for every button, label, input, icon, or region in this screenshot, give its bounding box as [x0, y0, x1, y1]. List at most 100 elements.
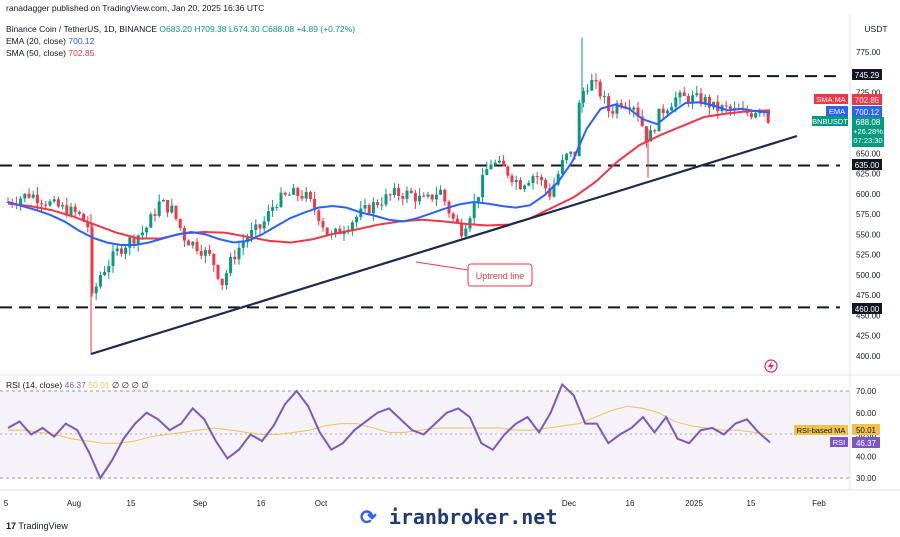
sma-value-tag [852, 94, 882, 105]
candle-body [317, 210, 321, 222]
candle-body [40, 203, 44, 205]
candle-body [363, 204, 367, 209]
candles [6, 37, 770, 355]
sma-name-tag-text: SMA:MA [816, 95, 846, 104]
candle-body [35, 194, 39, 204]
candle-body [103, 272, 107, 276]
candle-body [124, 247, 128, 254]
candle-body [23, 193, 27, 199]
rsi-ma-name-tag [794, 425, 848, 435]
price-tick-label: 400.00 [856, 352, 881, 361]
time-tick-label: Oct [315, 499, 328, 508]
candle-body [241, 241, 245, 248]
ema20-line [7, 101, 771, 246]
candle-body [544, 180, 548, 189]
candle-body [296, 188, 300, 197]
price-tags: USDT 745.29 SMA:MA 702.85 EMA 700.12 BNB… [794, 24, 888, 448]
candle-body [355, 216, 359, 223]
candle-body [670, 106, 674, 111]
candle-body [111, 251, 115, 267]
candle-body [94, 286, 98, 294]
candle-body [728, 106, 732, 110]
symbol-name[interactable]: Binance Coin / TetherUS, 1D, BINANCE [6, 24, 158, 34]
rsi-tick-label: 60.00 [856, 409, 877, 418]
time-tick-label: 5 [4, 499, 9, 508]
candle-body [640, 116, 644, 127]
lightning-bolt-glyph [768, 361, 774, 371]
candle-body [556, 173, 560, 185]
price-axis: 400.00 425.00 450.00 475.00 500.00 525.00 550.… [856, 48, 881, 361]
candle-body [166, 199, 170, 213]
candle-body [678, 92, 682, 98]
tradingview-brand[interactable]: 17 TradingView [6, 521, 68, 531]
candle-body [464, 228, 468, 237]
candle-body [485, 169, 489, 176]
price-tick-label: 775.00 [856, 48, 881, 57]
candle-body [245, 237, 249, 242]
rsi-ma-value-tag-text: 50.01 [856, 426, 877, 435]
candle-body [342, 231, 346, 235]
resistance-tag [852, 69, 882, 80]
price-tag-change: +26.28% [853, 127, 883, 136]
candle-body [434, 194, 438, 200]
candle-body [493, 162, 497, 165]
ema-legend[interactable]: EMA (20, close) 700.12 [6, 36, 94, 46]
watermark: ⟳ iranbroker.net [360, 505, 557, 529]
candle-body [86, 221, 90, 228]
price-tick-label: 525.00 [856, 251, 881, 260]
candle-body [266, 211, 270, 222]
candle-body [157, 201, 161, 216]
candle-body [31, 194, 35, 198]
mid-level-tag [852, 159, 882, 170]
candle-body [56, 199, 60, 207]
candle-body [636, 107, 640, 117]
rsi-ma-line [8, 405, 771, 444]
price-tick-label: 575.00 [856, 210, 881, 219]
candle-body [611, 111, 615, 114]
watermark-text: iranbroker.net [388, 505, 558, 529]
candle-body [250, 230, 254, 238]
price-tick-label: 625.00 [856, 170, 881, 179]
rsi-legend-extra: ∅ ∅ ∅ ∅ [111, 380, 149, 390]
candle-body [90, 227, 94, 294]
candle-body [73, 206, 77, 212]
rsi-tick-label: 40.00 [856, 452, 877, 461]
candle-body [19, 198, 23, 205]
candle-body [707, 96, 711, 108]
candle-body [590, 79, 594, 91]
rsi-legend[interactable]: RSI (14, close) 46.37 50.01 ∅ ∅ ∅ ∅ [6, 380, 149, 391]
rsi-legend-value: 46.37 [64, 380, 86, 390]
candle-body [397, 188, 401, 196]
sma-legend[interactable]: SMA (50, close) 702.85 [6, 48, 94, 58]
candle-body [65, 205, 69, 216]
candle-body [350, 222, 354, 230]
candle-body [279, 192, 283, 207]
lightning-icon[interactable] [764, 359, 778, 373]
price-tick-label: 550.00 [856, 230, 881, 239]
time-tick-label: 16 [257, 499, 266, 508]
price-tick-label: 600.00 [856, 190, 881, 199]
rsi-line [7, 382, 771, 481]
candle-body [178, 218, 182, 229]
candle-body [325, 227, 329, 235]
candle-body [577, 102, 581, 157]
candle-body [514, 180, 518, 183]
price-tick-label: 475.00 [856, 291, 881, 300]
candle-body [220, 278, 224, 286]
candle-body [195, 241, 199, 252]
candle-body [619, 103, 623, 107]
candle-body [581, 91, 585, 103]
rsi-name-tag [830, 437, 848, 447]
rsi-value-tag [852, 437, 880, 448]
mid-level-tag-text: 635.00 [855, 161, 880, 170]
annotation-box [467, 263, 533, 287]
candle-body [187, 240, 191, 246]
candle-body [649, 130, 653, 142]
candle-body [145, 227, 149, 233]
candle-body [695, 93, 699, 96]
candle-body [607, 96, 611, 112]
candle-body [481, 175, 485, 198]
candle-body [224, 273, 228, 286]
ema-value-tag [852, 106, 882, 117]
